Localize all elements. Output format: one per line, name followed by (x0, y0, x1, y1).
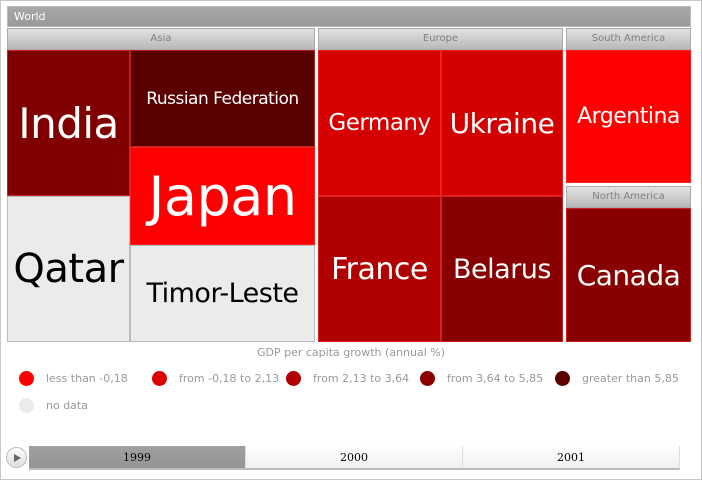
tile-belarus[interactable]: Belarus (441, 196, 563, 342)
legend-label: greater than 5,85 (582, 372, 679, 385)
legend-item[interactable]: greater than 5,85 (555, 371, 679, 386)
tile-argentina[interactable]: Argentina (566, 50, 691, 183)
group-header-europe[interactable]: Europe (318, 28, 563, 50)
legend-dot (19, 371, 34, 386)
legend-label: from 3,64 to 5,85 (447, 372, 544, 385)
tile-canada[interactable]: Canada (566, 208, 691, 342)
tile-india[interactable]: India (7, 50, 130, 196)
play-icon (14, 453, 21, 462)
tile-russian-federation[interactable]: Russian Federation (130, 50, 315, 147)
legend-label: no data (46, 399, 88, 412)
legend-label: from 2,13 to 3,64 (313, 372, 410, 385)
legend-title: GDP per capita growth (annual %) (256, 346, 446, 359)
timeline-year-2001[interactable]: 2001 (463, 446, 680, 470)
tile-timor-leste[interactable]: Timor-Leste (130, 245, 315, 342)
group-header-south-america[interactable]: South America (566, 28, 691, 50)
legend-item[interactable]: from 3,64 to 5,85 (420, 371, 543, 386)
root-header-world[interactable]: World (7, 6, 691, 27)
legend-dot (19, 398, 34, 413)
legend-item[interactable]: from -0,18 to 2,13 (152, 371, 279, 386)
play-button[interactable] (6, 447, 27, 468)
group-header-asia[interactable]: Asia (7, 28, 315, 50)
group-header-north-america[interactable]: North America (566, 186, 691, 208)
tile-germany[interactable]: Germany (318, 50, 441, 196)
legend-label: less than -0,18 (46, 372, 128, 385)
legend-dot (420, 371, 435, 386)
timeline-year-1999[interactable]: 1999 (29, 446, 246, 470)
legend-item[interactable]: less than -0,18 (19, 371, 128, 386)
legend-dot (555, 371, 570, 386)
tile-ukraine[interactable]: Ukraine (441, 50, 563, 196)
legend-dot (152, 371, 167, 386)
legend-label: from -0,18 to 2,13 (179, 372, 280, 385)
timeline-year-2000[interactable]: 2000 (246, 446, 463, 470)
tile-japan[interactable]: Japan (130, 147, 315, 245)
legend-item[interactable]: from 2,13 to 3,64 (286, 371, 409, 386)
tile-france[interactable]: France (318, 196, 441, 342)
legend-item[interactable]: no data (19, 398, 88, 413)
legend-dot (286, 371, 301, 386)
tile-qatar[interactable]: Qatar (7, 196, 130, 342)
